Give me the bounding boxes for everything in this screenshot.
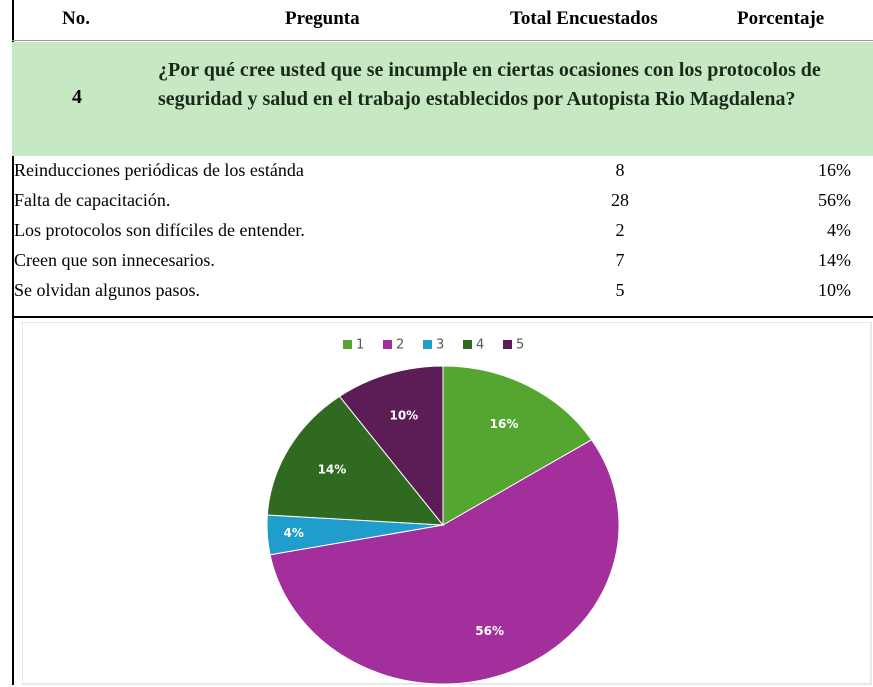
pie-slice [338, 365, 444, 527]
question-text: ¿Por qué cree usted que se incumple en c… [158, 59, 821, 110]
legend-label: 5 [516, 338, 524, 353]
answer-percent: 16% [818, 160, 851, 180]
answer-text: Creen que son innecesarios. [14, 250, 215, 270]
header-no: No. [62, 8, 90, 29]
header-porcentaje: Porcentaje [737, 8, 825, 29]
legend-label: 4 [476, 338, 484, 353]
slice-label: 16% [490, 417, 519, 431]
answer-total: 8 [615, 160, 625, 180]
slice-label: 4% [284, 526, 304, 540]
slice-label: 14% [318, 462, 347, 476]
legend-swatch [503, 340, 512, 349]
slice-label: 10% [389, 409, 418, 423]
pie-slice [266, 395, 445, 526]
legend-swatch [383, 340, 392, 349]
legend-swatch [423, 340, 432, 349]
answer-total: 2 [615, 220, 625, 240]
answer-total: 28 [611, 190, 629, 210]
answer-total: 5 [615, 280, 625, 300]
question-row: 4 ¿Por qué cree usted que se incumple en… [12, 42, 873, 156]
answer-percent: 10% [818, 280, 851, 300]
chart-frame [12, 316, 873, 687]
legend-label: 2 [396, 338, 404, 353]
slice-label: 56% [475, 624, 504, 638]
answer-percent: 4% [827, 220, 851, 240]
question-number: 4 [72, 86, 82, 108]
chart: 16% 56% 4% 14% 10% 1 2 3 4 5 [22, 322, 872, 685]
legend-label: 1 [356, 338, 364, 353]
header-total: Total Encuestados [510, 8, 658, 29]
answer-total: 7 [615, 250, 625, 270]
pie-slice [269, 439, 620, 685]
answer-text: Reinducciones periódicas de los estánda [14, 160, 304, 180]
legend-label: 3 [436, 338, 444, 353]
answer-percent: 14% [818, 250, 851, 270]
legend-swatch [343, 340, 352, 349]
header-pregunta: Pregunta [285, 8, 360, 29]
answer-rows: Reinducciones periódicas de los estánda 8… [0, 160, 873, 315]
answer-text: Los protocolos son difíciles de entender… [14, 220, 305, 240]
answer-percent: 56% [818, 190, 851, 210]
pie-slice [442, 365, 593, 526]
answer-text: Falta de capacitación. [14, 190, 171, 210]
grid-border [12, 0, 873, 685]
legend-swatch [463, 340, 472, 349]
header-line [12, 40, 873, 41]
answer-text: Se olvidan algunos pasos. [14, 280, 200, 300]
